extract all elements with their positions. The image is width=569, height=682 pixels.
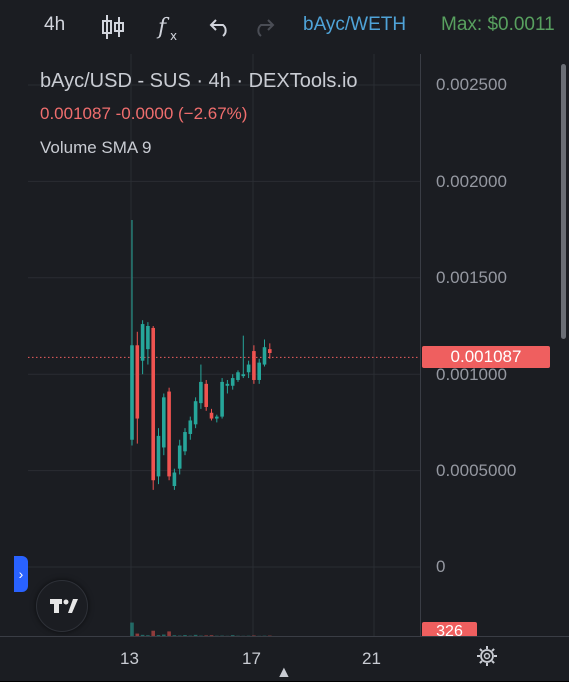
candle [263,347,267,364]
indicators-icon[interactable]: f x [156,14,182,42]
candle [141,324,145,361]
x-tick: 13 [120,649,139,669]
tradingview-logo[interactable] [36,580,88,632]
candle [257,363,261,380]
candles-icon[interactable] [101,14,125,40]
candle [247,365,251,373]
interval-button[interactable]: 4h [44,14,65,36]
symbol-name[interactable]: bAyc/WETH [303,14,406,36]
scrollbar[interactable] [559,54,569,636]
y-tick: 0.001000 [436,365,507,385]
candle [146,326,150,349]
max-price: Max: $0.0011 [441,14,555,36]
gear-icon[interactable] [476,645,498,667]
svg-text:f: f [156,15,170,40]
candle [167,392,171,477]
redo-icon[interactable] [251,17,275,37]
candle [226,384,230,386]
candle [242,374,246,376]
candle [183,432,187,451]
candle [189,420,193,433]
candle [231,378,235,386]
chart-legend-price: 0.001087 -0.0000 (−2.67%) [40,104,247,124]
y-tick: 0.002000 [436,172,507,192]
candle [136,345,140,418]
candle [194,401,198,424]
candle [151,328,155,480]
x-tick: 17 [242,649,261,669]
candle [215,417,219,419]
last-volume-label: 326 [422,622,477,636]
expand-panel-button[interactable]: › [14,556,28,592]
x-tick: 21 [362,649,381,669]
y-tick: 0.002500 [436,75,507,95]
y-tick: 0 [436,557,445,577]
candle [210,413,214,419]
candle [178,446,182,469]
price-axis[interactable]: 0.002500 0.002000 0.001500 0.001000 0.00… [420,54,560,636]
chevron-up-icon[interactable]: ▲ [276,664,292,682]
svg-text:x: x [170,29,177,42]
candle [252,351,256,380]
candle [173,473,177,486]
y-tick: 0.0005000 [436,461,516,481]
undo-icon[interactable] [209,17,233,37]
chart-toolbar: 4h f x bAyc/WETH Max: $0.0011 [0,0,569,54]
scrollbar-thumb[interactable] [561,64,566,339]
chart-legend-title: bAyc/USD - SUS · 4h · DEXTools.io [40,70,358,93]
volume-bar [130,623,134,636]
candle [130,345,134,439]
candle [220,382,224,417]
last-price-label: 0.001087 [422,346,550,368]
candle [268,349,272,353]
candle [199,382,203,403]
y-tick: 0.001500 [436,268,507,288]
candle [204,384,208,407]
candle [157,436,161,476]
candle [236,372,240,380]
candle [162,397,166,447]
volume-indicator-label[interactable]: Volume SMA 9 [40,138,152,158]
